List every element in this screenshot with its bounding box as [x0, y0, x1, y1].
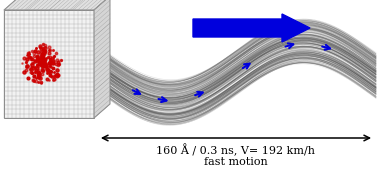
Polygon shape — [94, 0, 110, 118]
Polygon shape — [4, 10, 94, 118]
FancyArrow shape — [193, 14, 310, 42]
Text: 160 Å / 0.3 ns, V= 192 km/h: 160 Å / 0.3 ns, V= 192 km/h — [156, 144, 316, 157]
Text: fast motion: fast motion — [204, 157, 268, 167]
Polygon shape — [4, 0, 110, 10]
